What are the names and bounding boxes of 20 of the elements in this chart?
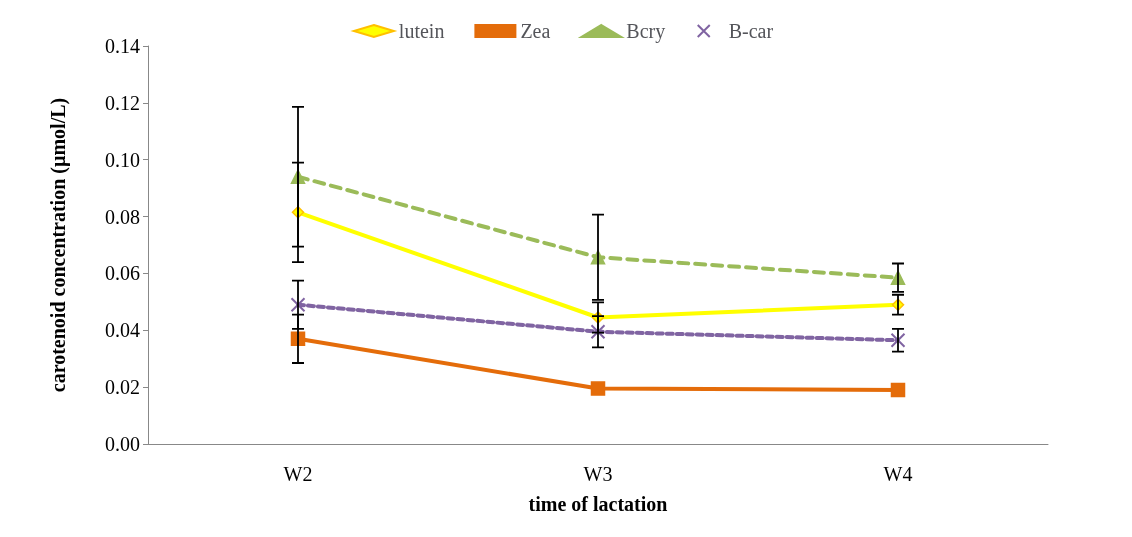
y-axis-title: carotenoid concentration (µmol/L) bbox=[47, 97, 70, 393]
y-tick-label: 0.06 bbox=[105, 262, 140, 285]
y-tick-label: 0.12 bbox=[105, 91, 140, 114]
x-axis-title: time of lactation bbox=[528, 493, 668, 515]
legend-label: lutein bbox=[398, 20, 445, 42]
y-tick-label: 0.10 bbox=[105, 148, 140, 171]
x-tick-label: W2 bbox=[283, 463, 313, 485]
legend-label: Zea bbox=[520, 20, 551, 42]
y-tick-label: 0.14 bbox=[105, 35, 140, 57]
y-tick-label: 0.02 bbox=[105, 376, 140, 399]
legend-label: Bcry bbox=[626, 20, 666, 43]
point bbox=[590, 381, 606, 396]
y-tick-label: 0.04 bbox=[105, 319, 140, 342]
x-tick-label: W3 bbox=[583, 463, 613, 485]
point bbox=[290, 297, 306, 313]
legend-label: B-car bbox=[728, 20, 774, 42]
point bbox=[890, 382, 906, 398]
y-tick-label: 0.00 bbox=[105, 433, 140, 455]
y-tick-label: 0.08 bbox=[105, 205, 140, 228]
x-tick-label: W4 bbox=[883, 463, 913, 485]
